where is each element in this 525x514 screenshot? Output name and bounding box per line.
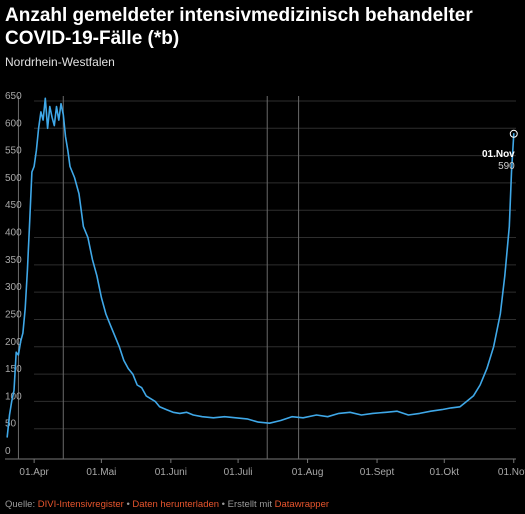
y-tick-label: 0 [5, 446, 11, 457]
line-chart: 050100150200250300350400450500550600650 … [5, 91, 525, 478]
footer-source-label: Quelle: [5, 499, 38, 510]
download-data-link[interactable]: Daten herunterladen [132, 499, 220, 510]
x-tick-label: 01.Mai [86, 467, 116, 478]
x-tick-label: 01.Nov [498, 467, 525, 478]
y-tick-label: 400 [5, 228, 22, 239]
series-layer [6, 97, 515, 438]
x-tick-label: 01.Okt [430, 467, 460, 478]
chart-title: Anzahl gemeldeter intensivmedizinisch be… [5, 5, 473, 49]
datawrapper-link[interactable]: Datawrapper [274, 499, 330, 510]
y-tick-label: 500 [5, 173, 22, 184]
x-tick-label: 01.Sept [360, 467, 395, 478]
footer-separator: • [123, 499, 133, 510]
y-tick-label: 350 [5, 255, 22, 266]
x-tick-label: 01.Juli [224, 467, 253, 478]
chart-subtitle: Nordrhein-Westfalen [5, 55, 115, 69]
y-tick-label: 450 [5, 200, 22, 211]
y-tick-label: 550 [5, 146, 22, 157]
source-link[interactable]: DIVI-Intensivregister [37, 499, 124, 510]
y-axis-ticks: 0 50 100 150 200 250 300 350 400 450 500 550 600 650 [5, 91, 22, 457]
x-tick-label: 01.Juni [155, 467, 187, 478]
x-tick-label: 01.Apr [19, 467, 49, 478]
y-tick-label: 600 [5, 118, 22, 129]
x-tick-label: 01.Aug [292, 467, 324, 478]
y-tick-label: 50 [5, 419, 17, 430]
reference-lines [17, 96, 300, 459]
footer: Quelle: DIVI-Intensivregister • Daten he… [5, 499, 329, 510]
annotation-date: 01.Nov [482, 149, 515, 160]
y-tick-label: 650 [5, 91, 22, 102]
grid-layer [5, 100, 516, 460]
y-tick-label: 250 [5, 309, 22, 320]
y-tick-label: 100 [5, 391, 22, 402]
annotation-value: 590 [498, 161, 515, 172]
y-tick-label: 200 [5, 337, 22, 348]
endpoint-marker [509, 129, 518, 138]
footer-created-with: • Erstellt mit [219, 499, 275, 510]
x-axis-ticks: 01.Apr 01.Mai 01.Juni 01.Juli 01.Aug 01.Sept 0… [19, 459, 525, 478]
y-tick-label: 300 [5, 282, 22, 293]
series-line [6, 97, 515, 438]
y-tick-label: 150 [5, 364, 22, 375]
